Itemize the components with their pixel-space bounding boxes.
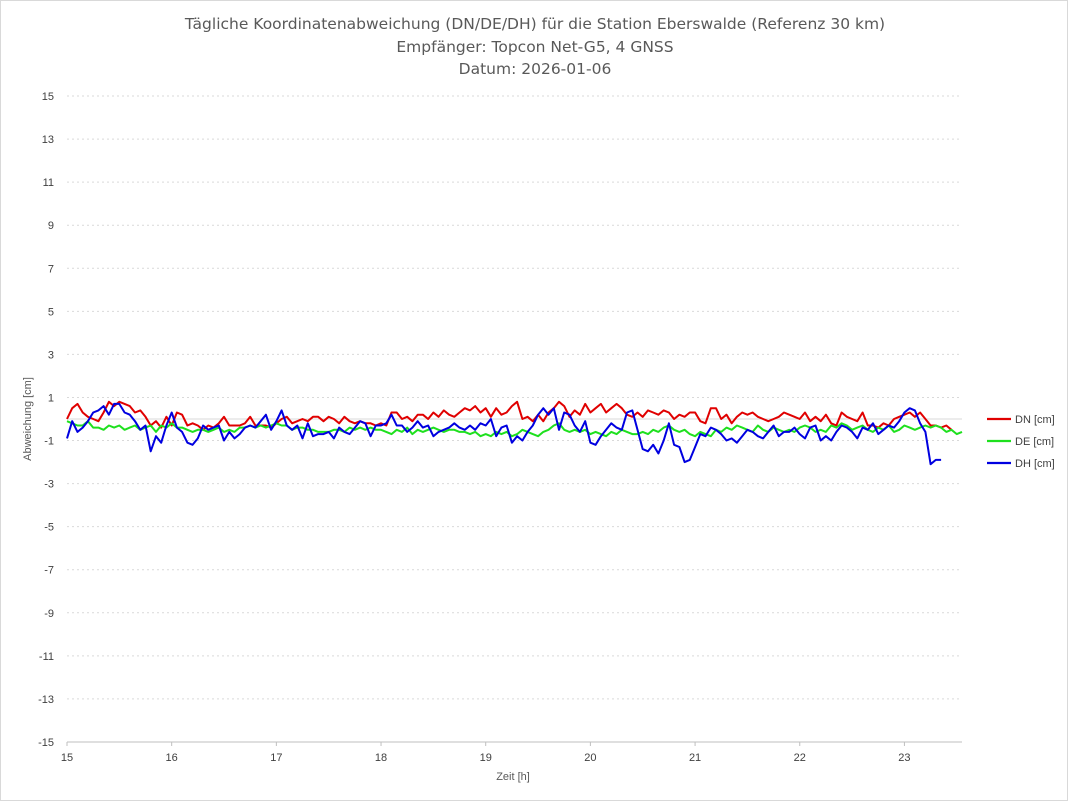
x-tick-label: 23 [898,752,910,764]
legend-label-de: DE [cm] [1015,436,1054,448]
chart-title-line-3: Datum: 2026-01-06 [459,60,612,78]
series-layer [66,400,963,466]
x-tick-label: 15 [61,752,73,764]
y-tick-label: -7 [44,565,54,577]
chart-title-line-2: Empfänger: Topcon Net-G5, 4 GNSS [396,38,673,56]
grid-layer [66,95,962,746]
series-line-de [66,420,963,438]
y-tick-label: 5 [48,306,54,318]
y-tick-labels: 15 13 11 9 7 5 3 1 -1 -3 -5 -7 -9 -11 -13 -15 [38,91,54,749]
y-tick-label: -3 [44,479,54,491]
chart-title-line-1: Tägliche Koordinatenabweichung (DN/DE/DH… [184,15,885,33]
y-tick-label: -13 [38,694,54,706]
x-axis-title: Zeit [h] [496,771,530,783]
series-line-dh [66,402,942,466]
y-tick-label: 11 [43,177,54,189]
series-line-dn [66,400,953,431]
y-tick-label: 3 [48,349,54,361]
y-tick-label: 9 [48,220,54,232]
x-tick-label: 19 [480,752,492,764]
y-tick-label: -5 [44,522,54,534]
y-tick-label: -9 [44,608,54,620]
x-tick-label: 18 [375,752,387,764]
y-tick-label: -1 [44,436,54,448]
x-tick-labels: 15 16 17 18 19 20 21 22 23 [61,752,911,764]
x-tick-label: 20 [584,752,596,764]
y-tick-label: 13 [42,134,54,146]
x-tick-label: 17 [270,752,282,764]
x-tick-label: 21 [689,752,701,764]
y-axis-title: Abweichung [cm] [22,377,34,461]
x-tick-label: 16 [166,752,178,764]
y-tick-label: 15 [42,91,54,103]
y-tick-label: 1 [48,392,54,404]
y-tick-label: -15 [38,737,54,749]
legend-label-dn: DN [cm] [1015,414,1055,426]
y-tick-label: -11 [39,651,54,663]
legend: DN [cm] DE [cm] DH [cm] [987,414,1055,470]
legend-label-dh: DH [cm] [1015,458,1055,470]
x-tick-label: 22 [794,752,806,764]
y-tick-label: 7 [48,263,54,275]
